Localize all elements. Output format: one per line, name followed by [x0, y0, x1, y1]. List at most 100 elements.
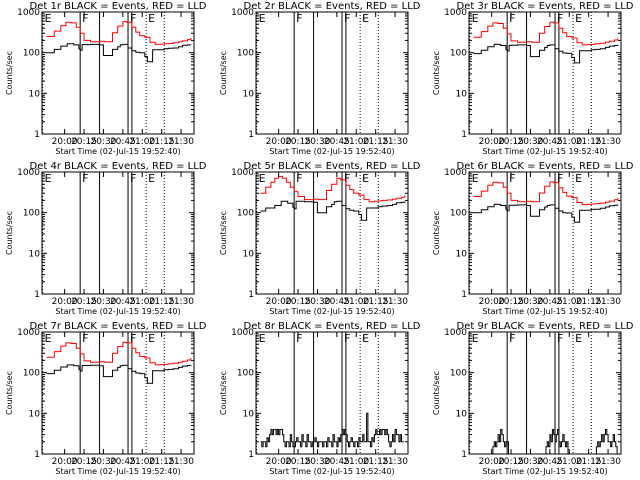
x-tick-label: 20:30 — [90, 297, 116, 307]
plot-frame — [255, 171, 409, 295]
series-lld — [46, 21, 192, 45]
event-marker-label: F — [344, 332, 350, 345]
plot-frame — [468, 171, 622, 295]
series-events — [260, 200, 406, 221]
x-tick-label: 21:15 — [149, 457, 175, 467]
x-tick-label: 21:00 — [343, 137, 369, 147]
x-axis-label: Start Time (02-Jul-15 19:52:40) — [482, 307, 607, 316]
y-tick-label: 1 — [461, 130, 467, 140]
y-tick-label: 100 — [450, 209, 467, 219]
panel-title: Det 2r BLACK = Events, RED = LLD — [244, 1, 421, 12]
x-tick-label: 21:00 — [343, 457, 369, 467]
event-marker-label: F — [344, 172, 350, 185]
y-tick-label: 10 — [456, 89, 468, 99]
x-tick-label: 21:00 — [129, 457, 155, 467]
y-tick-label: 100 — [450, 49, 467, 59]
y-tick-label: 1 — [34, 450, 40, 460]
y-tick-label: 10 — [456, 249, 468, 259]
x-tick-label: 21:00 — [343, 297, 369, 307]
event-marker-label: F — [509, 12, 515, 25]
x-tick-label: 20:30 — [517, 137, 543, 147]
x-tick-label: 21:00 — [129, 137, 155, 147]
plot-frame — [41, 331, 195, 455]
panel-title: Det 6r BLACK = Events, RED = LLD — [457, 161, 634, 172]
y-axis-label: Counts/sec — [5, 51, 14, 95]
y-axis-label: Counts/sec — [219, 211, 228, 255]
x-tick-label: 21:30 — [595, 457, 621, 467]
event-marker-label: F — [82, 332, 88, 345]
x-axis-label: Start Time (02-Jul-15 19:52:40) — [482, 147, 607, 156]
event-marker-label: E — [259, 332, 266, 345]
event-marker-label: F — [296, 172, 302, 185]
series-events — [260, 412, 405, 448]
series-lld — [46, 341, 192, 366]
x-tick-label: 21:15 — [576, 457, 602, 467]
y-axis-label: Counts/sec — [5, 211, 14, 255]
y-tick-label: 1 — [248, 450, 254, 460]
x-tick-label: 20:45 — [110, 457, 136, 467]
y-axis-label: Counts/sec — [219, 51, 228, 95]
event-marker-label: E — [45, 332, 52, 345]
series-lld — [260, 175, 406, 203]
panel-title: Det 9r BLACK = Events, RED = LLD — [457, 321, 634, 332]
x-tick-label: 20:30 — [90, 137, 116, 147]
x-tick-label: 21:00 — [129, 297, 155, 307]
event-marker-label: E — [362, 12, 369, 25]
series-events — [473, 43, 619, 64]
x-tick-label: 21:15 — [576, 137, 602, 147]
y-tick-label: 100 — [450, 369, 467, 379]
event-marker-label: E — [472, 12, 479, 25]
plot-frame — [468, 331, 622, 455]
y-tick-label: 1000 — [444, 328, 467, 338]
x-tick-label: 21:15 — [149, 297, 175, 307]
x-tick-label: 20:00 — [266, 457, 292, 467]
x-axis-label: Start Time (02-Jul-15 19:52:40) — [55, 307, 180, 316]
x-tick-label: 21:00 — [556, 457, 582, 467]
event-marker-label: E — [259, 12, 266, 25]
x-tick-label: 21:00 — [556, 297, 582, 307]
x-tick-label: 20:45 — [324, 297, 350, 307]
x-tick-label: 20:45 — [110, 137, 136, 147]
event-marker-label: F — [557, 172, 563, 185]
event-marker-label: F — [557, 332, 563, 345]
y-tick-label: 100 — [23, 369, 40, 379]
x-tick-label: 20:30 — [517, 457, 543, 467]
x-tick-label: 20:45 — [324, 457, 350, 467]
plot-frame — [41, 11, 195, 135]
event-marker-label: F — [130, 332, 136, 345]
x-tick-label: 20:00 — [52, 137, 78, 147]
y-tick-label: 10 — [243, 89, 255, 99]
x-axis-label: Start Time (02-Jul-15 19:52:40) — [55, 147, 180, 156]
x-tick-label: 20:30 — [304, 137, 330, 147]
x-axis-label: Start Time (02-Jul-15 19:52:40) — [269, 147, 394, 156]
panel-title: Det 7r BLACK = Events, RED = LLD — [30, 321, 207, 332]
event-marker-label: F — [557, 12, 563, 25]
y-tick-label: 1000 — [231, 168, 254, 178]
event-marker-label: F — [344, 12, 350, 25]
x-tick-label: 20:30 — [517, 297, 543, 307]
x-axis-label: Start Time (02-Jul-15 19:52:40) — [482, 467, 607, 476]
x-tick-label: 21:15 — [576, 297, 602, 307]
y-tick-label: 1 — [248, 130, 254, 140]
x-tick-label: 20:45 — [537, 457, 563, 467]
x-tick-label: 20:15 — [498, 457, 524, 467]
y-tick-label: 1000 — [17, 8, 40, 18]
event-marker-label: E — [362, 332, 369, 345]
y-tick-label: 10 — [29, 89, 41, 99]
x-tick-label: 20:15 — [71, 137, 97, 147]
panel-title: Det 8r BLACK = Events, RED = LLD — [244, 321, 421, 332]
event-marker-label: E — [575, 332, 582, 345]
event-marker-label: F — [130, 12, 136, 25]
x-tick-label: 20:15 — [285, 297, 311, 307]
x-tick-label: 21:30 — [382, 297, 408, 307]
series-events — [46, 364, 192, 384]
y-tick-label: 1 — [34, 130, 40, 140]
y-tick-label: 10 — [456, 409, 468, 419]
x-axis-label: Start Time (02-Jul-15 19:52:40) — [269, 307, 394, 316]
x-axis-label: Start Time (02-Jul-15 19:52:40) — [55, 467, 180, 476]
